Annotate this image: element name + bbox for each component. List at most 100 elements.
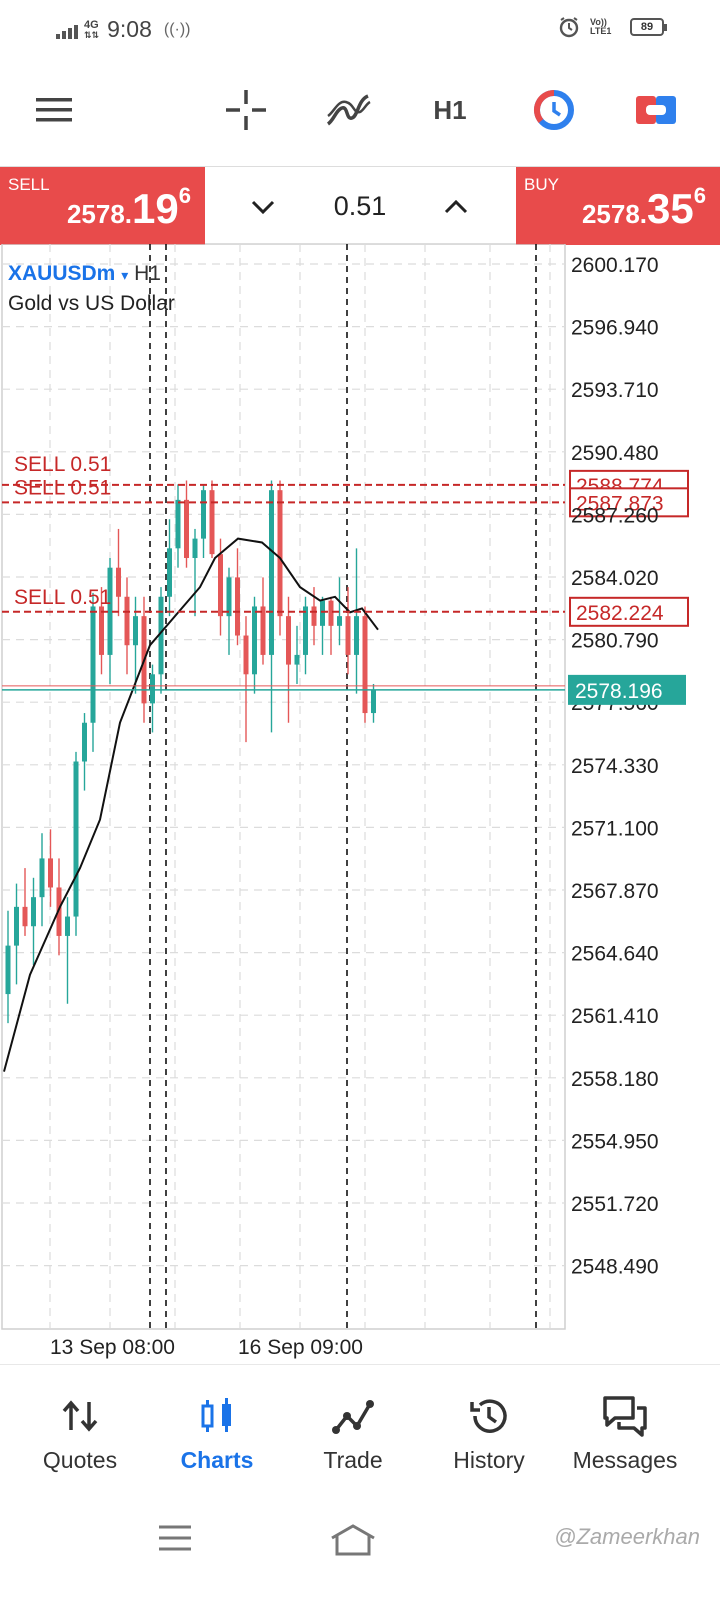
buy-label: BUY [524,175,559,194]
candle-body [65,916,70,936]
symbol-dropdown-icon[interactable]: ▾ [121,267,129,283]
candle-body [73,761,79,917]
candle-body [328,600,334,626]
candle-body [14,906,19,946]
watermark-text: @Zameerkhan [554,1524,700,1549]
candle-body [294,654,300,665]
chart-toolbar: H1 [0,70,720,150]
hotspot-icon: ((·)) [163,20,191,38]
price-axis-label: 2554.950 [571,1130,659,1153]
clock-style-icon [533,89,574,130]
lot-decrease-button[interactable] [245,189,281,225]
lot-size-input[interactable]: 0.51 [333,191,387,221]
candle-body [201,490,206,539]
price-axis-label: 2561.410 [571,1005,659,1028]
price-chart[interactable]: SELL 0.51 SELL 0.51 SELL 0.51 2588.774 2587… [0,244,720,1362]
candle-body [158,596,164,675]
history-icon [470,1399,507,1433]
volte-indicator: Vo)) LTE1 [590,17,612,36]
nav-history[interactable]: History [424,1393,554,1474]
candle-body [303,606,308,655]
timeframe-button[interactable]: H1 [422,82,478,138]
chart-symbol-label[interactable]: XAUUSDm ▾ H1 [8,262,161,286]
price-axis-label: 2548.490 [571,1256,659,1279]
price-axis-label: 2567.870 [571,880,659,903]
price-axis-label: 2584.020 [571,567,659,590]
candle-body [175,499,181,549]
system-navigation-bar: @Zameerkhan [0,1494,720,1600]
status-time: 9:08 [107,16,152,42]
candle-body [5,945,11,995]
status-left: 4G ⇅⇅ 9:08 ((·)) [56,16,191,43]
candle-body [116,567,121,597]
chevron-up-icon [444,199,468,214]
candle-body [286,616,291,665]
order-line-label: SELL 0.51 [14,586,111,609]
candle-body [337,616,342,626]
current-price-label: 2578.196 [575,680,663,703]
menu-button[interactable] [26,82,82,138]
timeframe-label: H1 [433,94,467,125]
sell-price: 2578.196 [66,183,191,232]
crosshair-button[interactable] [218,82,274,138]
price-axis-label: 2593.710 [571,379,659,402]
candle-body [82,722,87,762]
sell-label: SELL [8,175,50,194]
chart-settings-button[interactable] [526,82,582,138]
order-price-tag [569,596,689,627]
sell-button[interactable]: SELL 2578.196 [0,167,205,245]
candle-body [184,499,189,559]
candle-body [226,577,232,617]
time-axis-label: 13 Sep 08:00 [50,1336,175,1359]
nav-quotes[interactable]: Quotes [15,1393,145,1474]
battery-icon: 89 [630,18,667,36]
candle-body [260,606,266,655]
price-axis-label: 2580.790 [571,630,659,653]
price-axis-label: 2571.100 [571,817,659,840]
candle-body [99,606,104,655]
candle-body [39,858,45,898]
lot-increase-button[interactable] [438,189,474,225]
candle-body [124,596,130,646]
network-type: 4G ⇅⇅ [84,18,100,40]
price-axis-label: 2600.170 [571,254,659,277]
chevron-down-icon [251,200,275,215]
status-bar: 4G ⇅⇅ 9:08 ((·)) Vo)) LTE1 89 [0,0,720,58]
symbol-name[interactable]: XAUUSDm [8,262,116,285]
price-axis-label: 2587.260 [571,504,659,527]
candle-body [345,616,351,655]
candle-body [320,600,325,626]
candle-body [150,674,155,704]
order-price-label: 2582.224 [576,602,664,625]
candle-body [107,567,113,655]
quotes-icon [62,1400,98,1432]
home-icon [331,1524,375,1556]
recents-button[interactable] [155,1522,205,1562]
nav-charts[interactable]: Charts [152,1393,282,1474]
candle-body [362,616,368,714]
candle-body [22,906,28,927]
buy-button[interactable]: BUY 2578.356 [516,167,720,245]
candle-body [192,538,198,559]
home-button[interactable] [328,1522,378,1562]
status-right: Vo)) LTE1 89 [558,16,667,38]
trade-icon [332,1400,374,1434]
candle-body [31,897,36,927]
candle-body [252,606,257,675]
symbol-description: Gold vs US Dollar [8,292,175,315]
order-line-label: SELL 0.51 [14,453,111,476]
signal-icon [56,21,78,39]
nav-trade[interactable]: Trade [288,1393,418,1474]
one-click-trade-button[interactable] [628,82,684,138]
recents-icon [159,1525,191,1551]
candle-body [56,887,62,936]
price-axis-label: 2564.640 [571,943,659,966]
nav-messages[interactable]: Messages [560,1393,690,1474]
indicators-button[interactable] [320,82,376,138]
one-click-trade-panel: SELL 2578.196 0.51 BUY 2578.356 [0,166,720,245]
candle-body [235,577,240,636]
candle-body [269,490,274,655]
buy-price: 2578.356 [581,183,706,232]
candle-body [311,606,317,626]
